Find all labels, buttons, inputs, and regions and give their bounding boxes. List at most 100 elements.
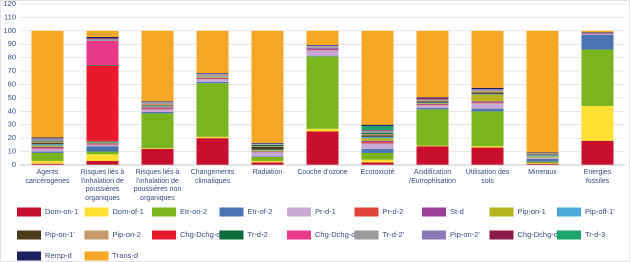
legend-swatch <box>17 230 41 240</box>
bar-segment <box>196 74 229 76</box>
bar-segment <box>526 163 559 165</box>
bar-segment <box>86 65 119 66</box>
x-tick-label: Risques liés à l'inhalation de poussière… <box>80 169 125 202</box>
bar-segment <box>31 160 64 164</box>
legend-swatch <box>489 207 514 217</box>
bar-segment <box>581 140 614 165</box>
bar-segment <box>31 137 64 139</box>
bar-segment <box>471 111 504 147</box>
bar-segment <box>251 152 284 157</box>
bar-segment <box>86 142 119 144</box>
legend-label: Trans-d <box>113 251 139 260</box>
bar-segment <box>86 140 119 142</box>
bar-segment <box>306 56 339 129</box>
bar-segment <box>251 142 284 144</box>
bar-segment <box>141 102 174 104</box>
bar-segment <box>416 103 449 105</box>
bar-segment <box>141 113 174 149</box>
bar-segment <box>141 107 174 109</box>
bar-segment <box>361 142 394 144</box>
bar-segment <box>361 138 394 141</box>
bar-segment <box>251 146 284 147</box>
bar-segment <box>196 81 229 84</box>
bar-segment <box>471 87 504 90</box>
bar-segment <box>416 145 449 147</box>
x-tick-label: Agents cancérogènes <box>25 169 70 185</box>
bar-segment <box>141 148 174 165</box>
bar-segment <box>471 101 504 103</box>
bar-segment <box>251 160 284 163</box>
legend-label: Tr-d-2 <box>248 230 268 239</box>
bar-segment <box>581 105 614 141</box>
y-tick-label: 20 <box>8 133 16 142</box>
bar-segment <box>251 156 284 157</box>
bar-segment <box>306 45 339 47</box>
legend-swatch <box>219 207 244 217</box>
bar-segment <box>526 156 559 158</box>
bar-segment <box>471 147 504 165</box>
x-tick-label: Radiation <box>252 169 283 176</box>
bar-segment <box>581 33 614 35</box>
bar-segment <box>306 30 339 45</box>
legend-swatch <box>287 230 311 240</box>
legend-label: St-d <box>450 207 464 216</box>
legend-swatch <box>422 230 446 240</box>
legend-swatch <box>287 207 311 217</box>
bar-segment <box>251 144 284 145</box>
bar-segment <box>251 156 284 161</box>
x-tick-label: Utilisation des sols <box>465 169 510 185</box>
legend-swatch <box>219 230 244 240</box>
bar-segment <box>141 105 174 107</box>
bar-segment <box>196 78 229 80</box>
bar-segment <box>416 97 449 100</box>
bar-segment <box>581 34 614 50</box>
y-tick-label: 70 <box>8 66 16 75</box>
bar-segment <box>196 73 229 75</box>
bar-segment <box>306 49 339 51</box>
y-tick-label: 30 <box>8 120 16 129</box>
bar-segment <box>31 148 64 152</box>
bar-segment <box>306 47 339 49</box>
bar-segment <box>141 112 174 114</box>
bar-segment <box>361 131 394 133</box>
bar-segment <box>526 162 559 164</box>
bar-segment <box>361 130 394 131</box>
bar-segment <box>361 135 394 137</box>
x-tick-label: Couche d'ozone <box>297 169 348 176</box>
y-tick-label: 100 <box>3 26 16 35</box>
bar-segment <box>306 55 339 57</box>
y-tick-label: 110 <box>4 12 16 21</box>
bar-segment <box>416 104 449 106</box>
bar-segment <box>31 163 64 165</box>
bar-segment <box>86 144 119 145</box>
x-tick-label: Mineraux <box>528 169 557 176</box>
bar-segment <box>416 99 449 101</box>
bar-segment <box>251 151 284 153</box>
bar-segment <box>251 149 284 151</box>
bar-segment <box>251 146 284 150</box>
bar-segment <box>306 46 339 47</box>
legend-label: Etr-of-2 <box>248 207 273 216</box>
bar-segment <box>86 40 119 66</box>
bar-segment <box>361 143 394 149</box>
bar-segment <box>31 146 64 149</box>
bar-segment <box>141 109 174 113</box>
bar-segment <box>196 83 229 137</box>
y-tick-label: 50 <box>8 93 16 102</box>
bar-segment <box>471 89 504 92</box>
x-tick-label: Ecotoxicité <box>360 169 395 176</box>
bar-segment <box>471 93 504 95</box>
legend-swatch <box>422 207 446 217</box>
bar-segment <box>196 75 229 77</box>
legend-label: Tr-d-2' <box>383 230 405 239</box>
x-tick-label: Risques liés à l'inhalation de poussière… <box>133 169 182 202</box>
bar-segment <box>86 143 119 145</box>
bar-segment <box>86 154 119 161</box>
bar-segment <box>471 91 504 93</box>
legend-label: Remp-d <box>45 251 72 260</box>
bar-segment <box>306 128 339 132</box>
bar-segment <box>86 151 119 155</box>
legend-swatch <box>84 251 109 261</box>
